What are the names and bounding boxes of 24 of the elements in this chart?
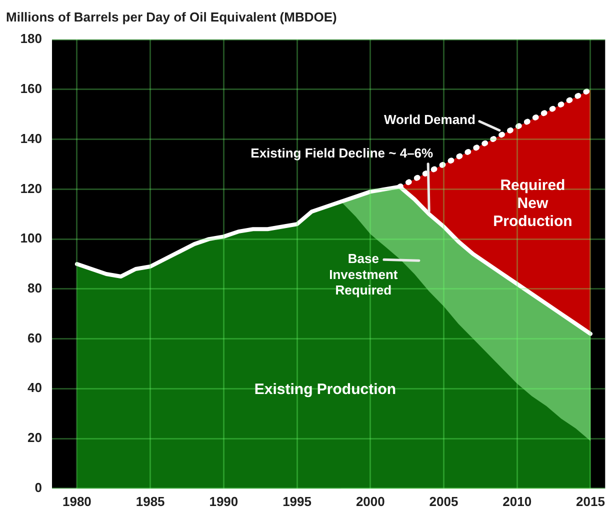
y-tick-label: 100 — [20, 230, 42, 246]
annotation: Existing Field Decline ~ 4–6% — [250, 146, 434, 161]
series-label: Existing Production — [254, 380, 396, 398]
y-tick-label: 120 — [20, 180, 42, 196]
x-tick-label: 2010 — [502, 494, 532, 509]
x-tick-label: 2015 — [576, 494, 605, 509]
y-tick-label: 40 — [28, 380, 42, 396]
y-tick-label: 140 — [20, 130, 42, 146]
y-tick-label: 160 — [20, 81, 42, 96]
series-label: Required New Production — [493, 177, 572, 230]
x-tick-label: 1990 — [209, 494, 238, 509]
x-tick-label: 1985 — [136, 494, 165, 509]
series-label: Base Investment Required — [329, 251, 398, 298]
y-tick-label: 60 — [28, 330, 42, 346]
x-tick-label: 1980 — [62, 494, 92, 509]
x-tick-label: 2005 — [429, 494, 458, 509]
y-tick-label: 180 — [20, 31, 42, 46]
y-tick-label: 80 — [28, 280, 42, 296]
y-axis-title: Millions of Barrels per Day of Oil Equivalent (MBDOE) — [6, 9, 337, 24]
x-tick-label: 1995 — [282, 494, 312, 509]
y-tick-label: 0 — [34, 480, 42, 495]
y-tick-label: 20 — [28, 430, 42, 446]
x-tick-label: 2000 — [356, 494, 385, 509]
annotation: World Demand — [384, 112, 476, 127]
